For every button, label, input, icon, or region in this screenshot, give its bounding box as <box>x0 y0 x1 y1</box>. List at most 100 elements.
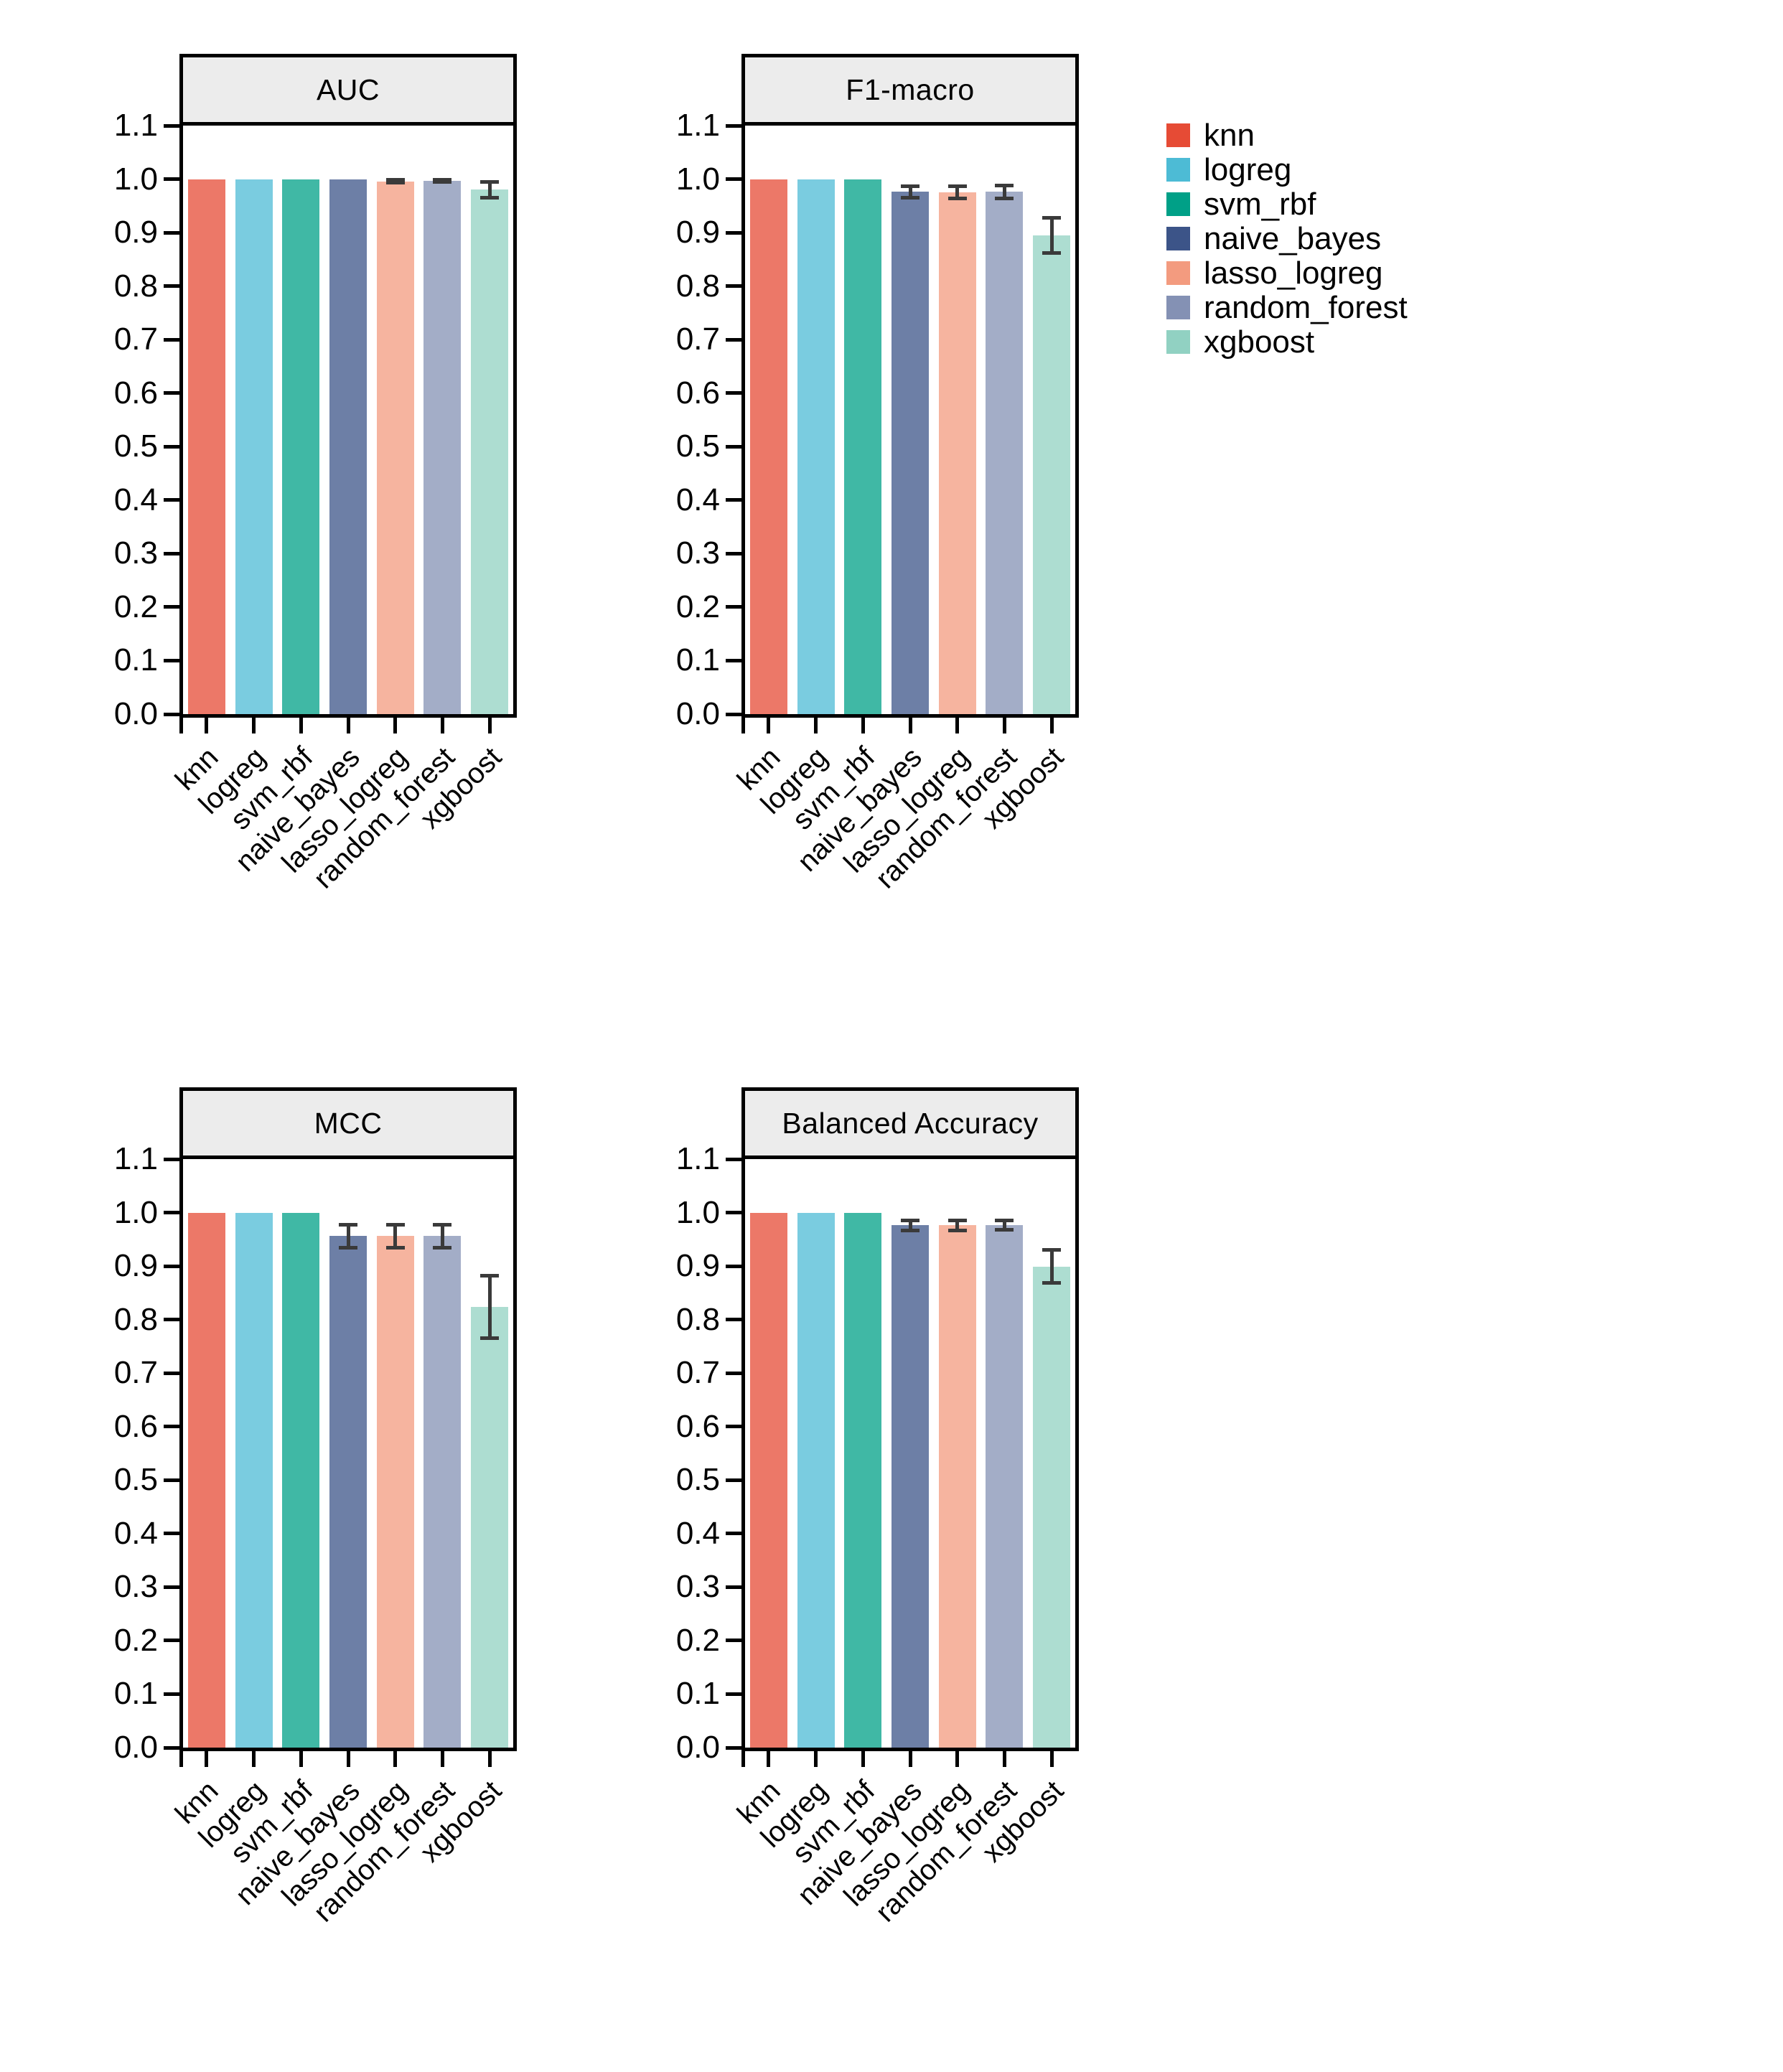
y-tick-label: 0.8 <box>113 268 158 304</box>
y-tick-label: 1.0 <box>113 1194 158 1230</box>
x-axis-tick <box>908 1751 912 1767</box>
legend-item-random_forest: random_forest <box>1166 290 1408 325</box>
error-bar-line <box>487 1273 492 1340</box>
y-tick-label: 0.5 <box>675 428 720 464</box>
y-axis-tick <box>726 123 741 128</box>
bar-logreg <box>797 179 835 714</box>
bar-random_forest <box>423 1236 462 1748</box>
y-tick-label: 0.6 <box>675 375 720 411</box>
legend-swatch-random_forest <box>1166 296 1190 319</box>
bar-knn <box>187 179 225 714</box>
error-bar-line <box>487 180 492 200</box>
y-tick-label: 1.1 <box>113 1141 158 1176</box>
y-axis-tick <box>726 1371 741 1375</box>
y-axis-tick <box>726 498 741 502</box>
legend-item-lasso_logreg: lasso_logreg <box>1166 256 1408 291</box>
bar-logreg <box>797 1212 835 1748</box>
plot-area-mcc <box>179 1159 517 1751</box>
plot-area-balanced-accuracy <box>741 1159 1079 1751</box>
x-axis-tick <box>1002 1751 1006 1767</box>
x-axis-tick <box>1002 718 1006 733</box>
y-tick-label: 1.1 <box>675 108 720 143</box>
y-axis-tick <box>164 444 179 449</box>
y-axis-tick <box>164 658 179 662</box>
x-axis-tick <box>1049 718 1054 733</box>
x-axis-tick <box>955 718 960 733</box>
error-bar-line <box>955 1218 960 1233</box>
legend-item-knn: knn <box>1166 118 1408 153</box>
y-axis-tick <box>164 1478 179 1482</box>
y-tick-label: 1.0 <box>113 161 158 197</box>
error-bar-line <box>440 178 444 184</box>
legend-swatch-logreg <box>1166 158 1190 182</box>
y-tick-label: 0.5 <box>113 428 158 464</box>
x-axis-corner-tick <box>179 1751 183 1767</box>
y-axis-tick <box>164 1639 179 1643</box>
legend-item-svm_rbf: svm_rbf <box>1166 187 1408 222</box>
error-bar-random_forest <box>995 184 1014 200</box>
y-axis-tick <box>726 1692 741 1696</box>
bar-random_forest <box>986 192 1024 714</box>
y-tick-label: 0.1 <box>675 642 720 678</box>
bar-lasso_logreg <box>376 1236 414 1748</box>
y-axis-tick <box>726 1157 741 1161</box>
legend-label: svm_rbf <box>1204 186 1316 222</box>
x-axis-tick <box>440 1751 444 1767</box>
y-tick-label: 0.0 <box>113 1730 158 1765</box>
error-bar-line <box>393 1222 398 1250</box>
error-bar-line <box>393 178 398 184</box>
legend: knn logreg svm_rbf naive_bayes lasso_logreg r… <box>1166 118 1408 365</box>
error-bar-line <box>440 1222 444 1250</box>
panel-title-strip: AUC <box>179 54 517 126</box>
x-axis-corner-tick <box>741 1751 745 1767</box>
y-axis-tick <box>164 230 179 235</box>
bar-xgboost <box>471 1306 509 1748</box>
bar-xgboost <box>1033 1266 1071 1748</box>
x-axis-tick <box>487 1751 492 1767</box>
y-axis-tick <box>726 1425 741 1429</box>
panel-title: F1-macro <box>846 72 975 106</box>
error-bar-xgboost <box>1042 215 1062 255</box>
legend-label: naive_bayes <box>1204 220 1382 256</box>
error-bar-line <box>1049 215 1054 255</box>
y-axis-tick <box>164 1318 179 1322</box>
y-tick-label: 0.0 <box>675 696 720 731</box>
y-tick-label: 0.3 <box>675 1569 720 1605</box>
y-tick-label: 0.4 <box>675 482 720 517</box>
x-axis-tick <box>393 1751 398 1767</box>
panel-title-strip: F1-macro <box>741 54 1079 126</box>
x-axis-tick <box>487 718 492 733</box>
legend-label: xgboost <box>1204 324 1315 360</box>
plot-area-auc <box>179 126 517 718</box>
y-tick-label: 0.4 <box>113 482 158 517</box>
x-axis-tick <box>1049 1751 1054 1767</box>
y-axis-tick <box>164 177 179 182</box>
y-axis-tick <box>164 1745 179 1750</box>
y-axis-tick <box>164 123 179 128</box>
y-axis-tick <box>164 1264 179 1268</box>
y-axis-tick <box>164 391 179 395</box>
bar-knn <box>749 179 787 714</box>
y-axis-tick <box>726 658 741 662</box>
error-bar-xgboost <box>1042 1248 1062 1285</box>
error-bar-xgboost <box>480 180 500 200</box>
y-tick-label: 0.3 <box>113 1569 158 1605</box>
y-tick-label: 0.4 <box>113 1515 158 1551</box>
bar-knn <box>749 1212 787 1748</box>
y-tick-label: 0.7 <box>675 322 720 357</box>
error-bar-line <box>1002 184 1006 200</box>
error-bar-lasso_logreg <box>947 184 967 201</box>
y-axis-tick <box>726 605 741 609</box>
y-tick-label: 0.5 <box>113 1462 158 1498</box>
y-axis-tick <box>726 1318 741 1322</box>
bar-naive_bayes <box>892 1225 929 1748</box>
error-bar-line <box>908 184 912 200</box>
error-bar-random_forest <box>433 178 452 184</box>
y-tick-label: 0.7 <box>113 1355 158 1391</box>
y-axis-tick <box>726 391 741 395</box>
x-axis-tick <box>767 718 771 733</box>
x-axis-tick <box>205 718 209 733</box>
x-axis-tick <box>814 718 818 733</box>
y-axis-tick <box>164 551 179 555</box>
panel-title: AUC <box>316 72 380 106</box>
